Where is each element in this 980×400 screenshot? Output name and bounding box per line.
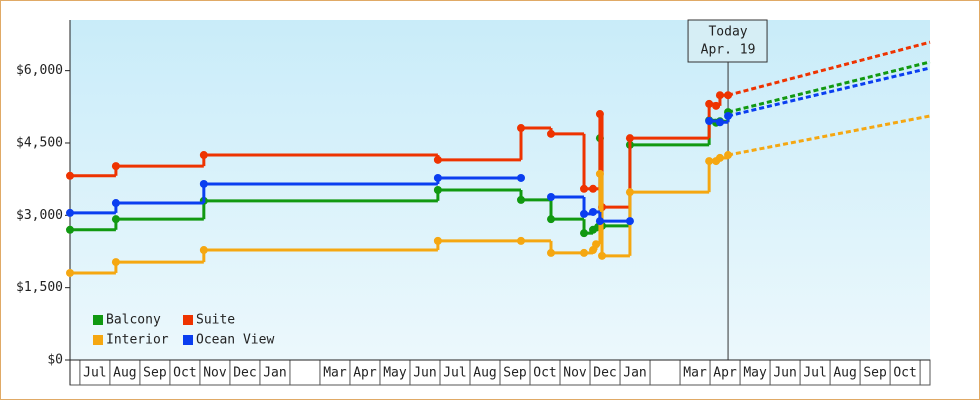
- point: [625, 217, 634, 226]
- x-tick-label: Jun: [413, 366, 436, 381]
- legend-label: Balcony: [106, 313, 161, 328]
- point: [547, 248, 556, 257]
- x-tick-label: Jul: [443, 366, 466, 381]
- point: [517, 236, 526, 245]
- x-tick-label: Mar: [323, 366, 347, 381]
- point: [580, 209, 589, 218]
- legend-swatch: [183, 335, 193, 345]
- point: [66, 225, 74, 234]
- x-tick-label: Dec: [233, 366, 256, 381]
- point: [547, 215, 556, 224]
- point: [517, 195, 526, 204]
- x-tick-label: Sep: [863, 366, 887, 381]
- today-label: Today: [708, 25, 747, 40]
- x-tick-label: Oct: [173, 366, 196, 381]
- point: [111, 215, 120, 224]
- y-tick-label: $1,500: [16, 280, 63, 295]
- x-tick-label: Jul: [803, 366, 826, 381]
- point: [724, 151, 733, 160]
- projection-line: [727, 66, 931, 118]
- point: [595, 110, 604, 119]
- point: [715, 153, 724, 162]
- point: [433, 186, 442, 194]
- legend-label: Interior: [106, 333, 169, 348]
- legend-swatch: [93, 315, 103, 325]
- x-tick-label: Aug: [113, 366, 136, 381]
- point: [433, 155, 442, 164]
- point: [547, 192, 556, 201]
- point: [199, 246, 208, 255]
- y-tick-label: $3,000: [16, 208, 63, 223]
- point: [715, 118, 724, 127]
- point: [580, 248, 589, 257]
- legend-swatch: [183, 315, 193, 325]
- point: [589, 184, 598, 193]
- point: [705, 117, 714, 126]
- point: [705, 99, 714, 108]
- legend-label: Ocean View: [196, 333, 274, 348]
- x-tick-label: Apr: [713, 366, 737, 381]
- point: [199, 151, 208, 160]
- point: [625, 188, 634, 197]
- x-tick-label: May: [383, 366, 407, 381]
- point: [433, 236, 442, 245]
- point: [712, 101, 721, 110]
- x-tick-label: Dec: [593, 366, 616, 381]
- point: [580, 229, 589, 238]
- today-box: [687, 19, 768, 63]
- projection-line: [727, 114, 931, 157]
- point: [715, 91, 724, 100]
- legend-swatch: [93, 335, 103, 345]
- point: [433, 173, 442, 182]
- x-tick-label: Oct: [893, 366, 916, 381]
- point: [598, 251, 607, 260]
- point: [592, 240, 601, 249]
- point: [589, 207, 598, 216]
- point: [199, 179, 208, 188]
- point: [111, 199, 120, 208]
- x-tick-label: Apr: [353, 366, 377, 381]
- x-tick-label: Aug: [833, 366, 856, 381]
- x-tick-label: Oct: [533, 366, 556, 381]
- x-tick-label: Nov: [563, 366, 587, 381]
- point: [625, 134, 634, 143]
- projection-line: [727, 40, 931, 97]
- x-tick-label: Jul: [83, 366, 106, 381]
- x-tick-label: Jan: [263, 366, 286, 381]
- x-tick-label: Nov: [203, 366, 227, 381]
- y-tick-label: $6,000: [16, 63, 63, 78]
- x-tick-label: May: [743, 366, 767, 381]
- x-tick-label: Mar: [683, 366, 707, 381]
- x-tick-label: Sep: [503, 366, 527, 381]
- point: [517, 124, 526, 133]
- projection-line: [727, 60, 931, 114]
- point: [111, 162, 120, 171]
- x-tick-label: Jan: [623, 366, 646, 381]
- point: [111, 258, 120, 267]
- point: [724, 91, 733, 100]
- point: [595, 217, 604, 226]
- point: [705, 157, 714, 166]
- point: [517, 173, 526, 182]
- legend-label: Suite: [196, 313, 235, 328]
- point: [66, 171, 74, 180]
- point: [595, 169, 604, 178]
- point: [66, 208, 74, 217]
- x-tick-label: Sep: [143, 366, 167, 381]
- point: [580, 184, 589, 193]
- y-tick-label: $4,500: [16, 135, 63, 150]
- today-date: Apr. 19: [701, 43, 756, 58]
- point: [66, 268, 74, 277]
- point: [724, 111, 733, 120]
- y-tick-label: $0: [47, 353, 63, 368]
- point: [547, 129, 556, 138]
- x-tick-label: Aug: [473, 366, 496, 381]
- x-tick-label: Jun: [773, 366, 796, 381]
